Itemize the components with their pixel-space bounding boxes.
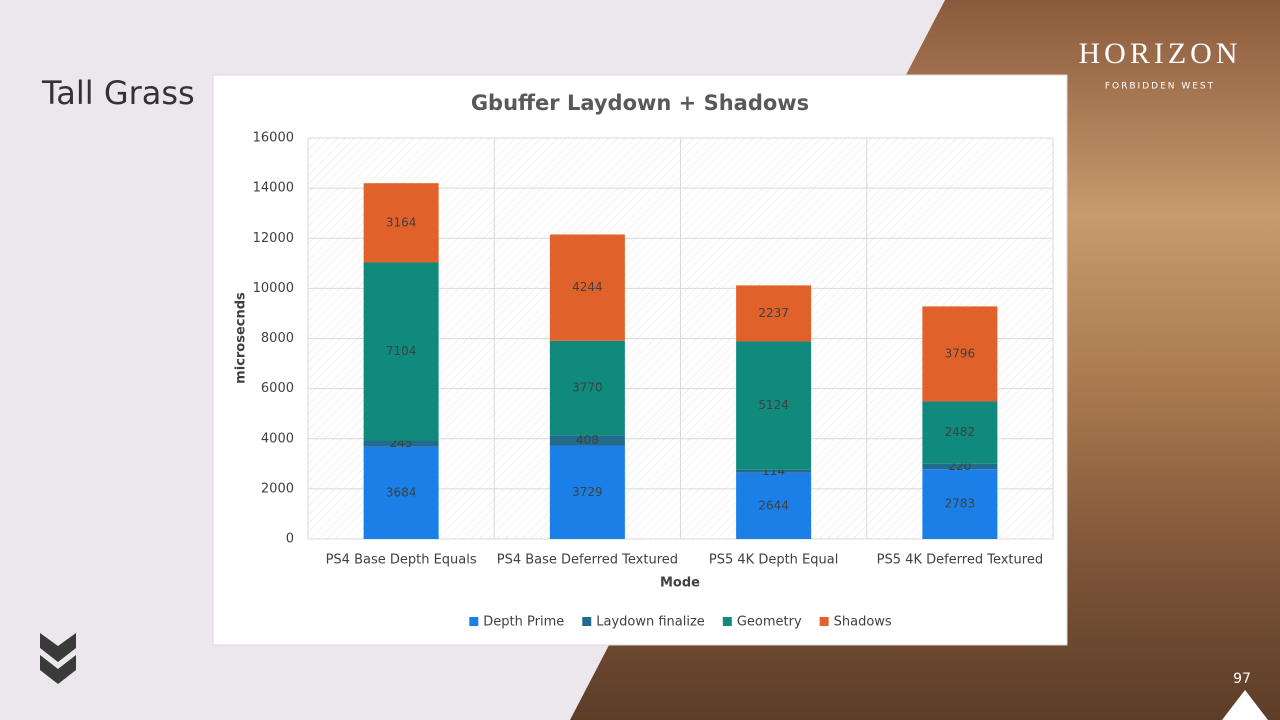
data-label: 2644 — [758, 498, 789, 512]
bar-segment — [736, 472, 812, 539]
x-tick-label: PS4 Base Depth Equals — [326, 553, 477, 568]
bar-segment — [363, 446, 439, 539]
bar-segment — [549, 234, 625, 341]
y-tick-label: 10000 — [253, 281, 294, 296]
data-label: 3729 — [572, 485, 603, 499]
data-label: 2783 — [945, 497, 976, 511]
bar-segment — [736, 285, 812, 342]
y-tick-label: 4000 — [261, 431, 294, 446]
logo-title: HORIZON — [1079, 37, 1242, 70]
legend-swatch — [582, 617, 592, 626]
data-label: 7104 — [386, 344, 417, 358]
bar-segment — [922, 469, 998, 539]
bar-segment — [363, 183, 439, 263]
page-number: 97 — [1233, 671, 1251, 687]
bar-segment — [549, 445, 625, 539]
data-label: 2482 — [945, 425, 976, 439]
legend-swatch — [819, 617, 829, 626]
bar-segment — [736, 469, 812, 473]
brand-mark-top — [40, 633, 76, 662]
data-label: 408 — [576, 433, 599, 447]
bar-segment — [363, 262, 439, 441]
x-tick-label: PS4 Base Deferred Textured — [497, 553, 678, 568]
data-label: 3796 — [945, 346, 976, 360]
data-label: 3770 — [572, 381, 603, 395]
data-label: 5124 — [758, 398, 789, 412]
slide-title: Tall Grass — [41, 74, 195, 112]
y-tick-label: 12000 — [253, 231, 294, 246]
brand-mark-bottom — [40, 655, 76, 684]
chart-title: Gbuffer Laydown + Shadows — [471, 91, 809, 115]
legend-label: Laydown finalize — [596, 615, 705, 630]
bar-segment — [549, 435, 625, 446]
y-axis-title: microsecnds — [234, 292, 249, 384]
bar-segment — [922, 401, 998, 464]
bar-segment — [549, 340, 625, 436]
legend-label: Depth Prime — [483, 615, 564, 630]
y-tick-label: 16000 — [253, 131, 294, 146]
y-tick-label: 2000 — [261, 481, 294, 496]
legend-label: Geometry — [737, 615, 802, 630]
data-label: 4244 — [572, 280, 603, 294]
x-axis-title: Mode — [660, 576, 700, 591]
data-label: 3684 — [386, 485, 417, 499]
legend-swatch — [722, 617, 732, 626]
legend-swatch — [469, 617, 479, 626]
brand-mark — [40, 633, 76, 684]
y-tick-label: 0 — [286, 532, 294, 547]
data-label: 2237 — [758, 306, 789, 320]
y-tick-label: 8000 — [261, 331, 294, 346]
legend-label: Shadows — [834, 615, 892, 630]
y-tick-label: 6000 — [261, 381, 294, 396]
y-tick-label: 14000 — [253, 181, 294, 196]
bar-segment — [922, 306, 998, 402]
bar-segment — [363, 440, 439, 447]
x-tick-label: PS5 4K Deferred Textured — [877, 553, 1043, 568]
bar-segment — [736, 341, 812, 470]
data-label: 3164 — [386, 215, 417, 229]
x-tick-label: PS5 4K Depth Equal — [709, 553, 838, 568]
corner-triangle — [1222, 690, 1268, 720]
logo-subtitle: FORBIDDEN WEST — [1105, 82, 1215, 92]
bar-segment — [922, 463, 998, 470]
